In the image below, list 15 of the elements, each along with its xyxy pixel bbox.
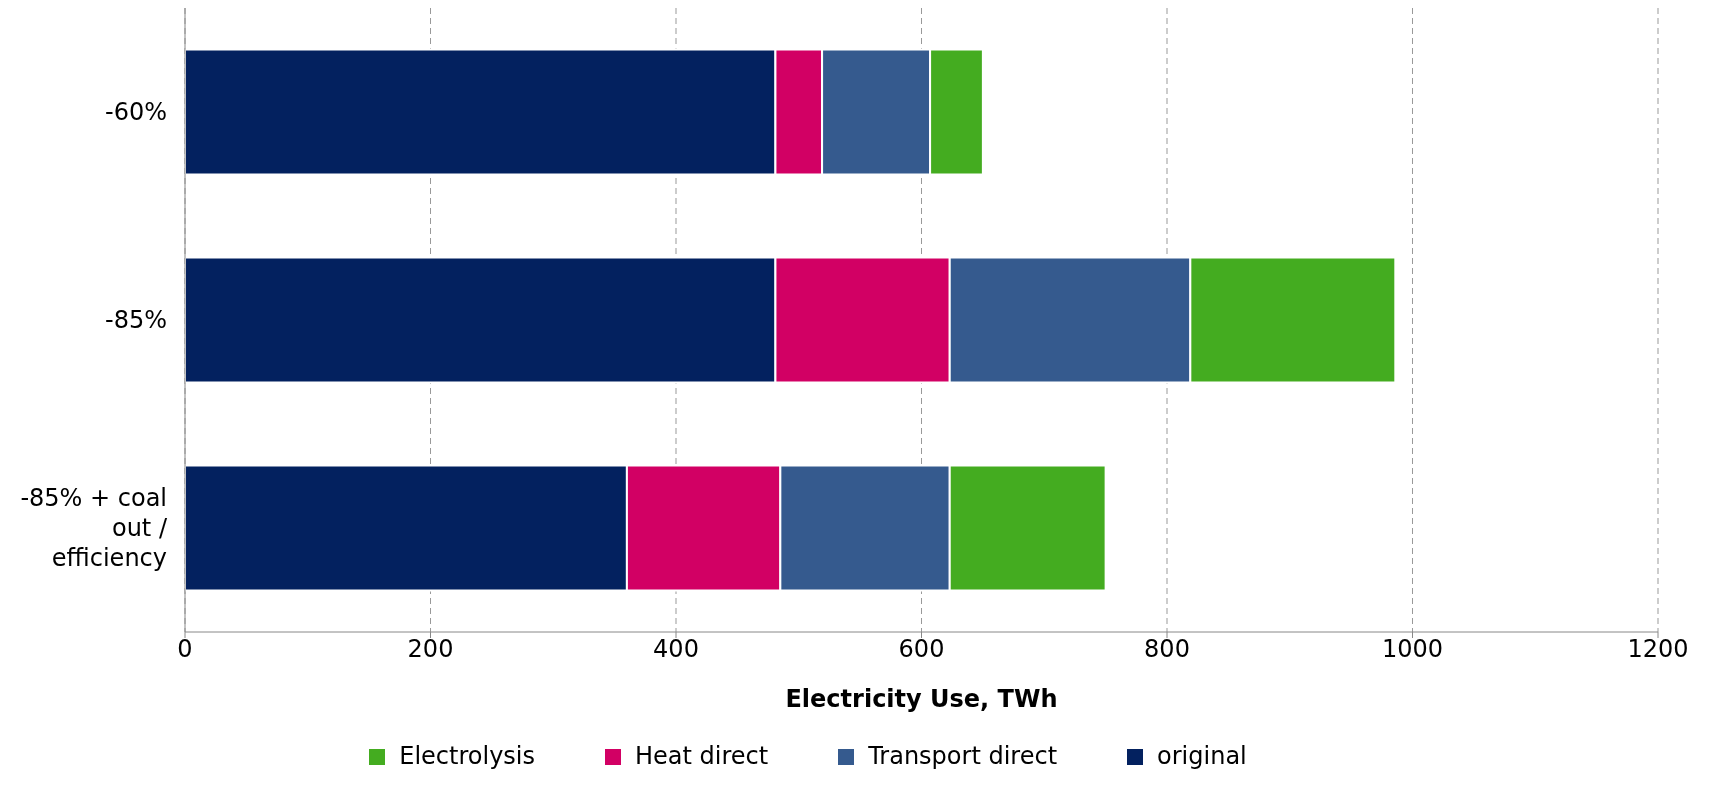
x-tick-label: 400 (653, 635, 699, 664)
legend-label: Transport direct (868, 742, 1058, 770)
x-tick-label: 1200 (1627, 635, 1689, 664)
legend-label: original (1157, 742, 1247, 770)
y-tick-label: -85% (104, 306, 167, 334)
y-tick-label: -85% + coal out / efficiency (20, 484, 168, 572)
x-tick-label: 800 (1144, 635, 1190, 664)
legend-label: Electrolysis (399, 742, 536, 770)
legend-label: Heat direct (635, 742, 769, 770)
x-axis-title: Electricity Use, TWh (785, 685, 1058, 713)
y-tick-label: -60% (104, 98, 167, 126)
x-tick-label: 200 (407, 635, 454, 664)
x-tick-label: 1000 (1381, 635, 1444, 664)
x-tick-label: 0 (177, 635, 193, 664)
x-tick-label: 600 (898, 635, 945, 664)
